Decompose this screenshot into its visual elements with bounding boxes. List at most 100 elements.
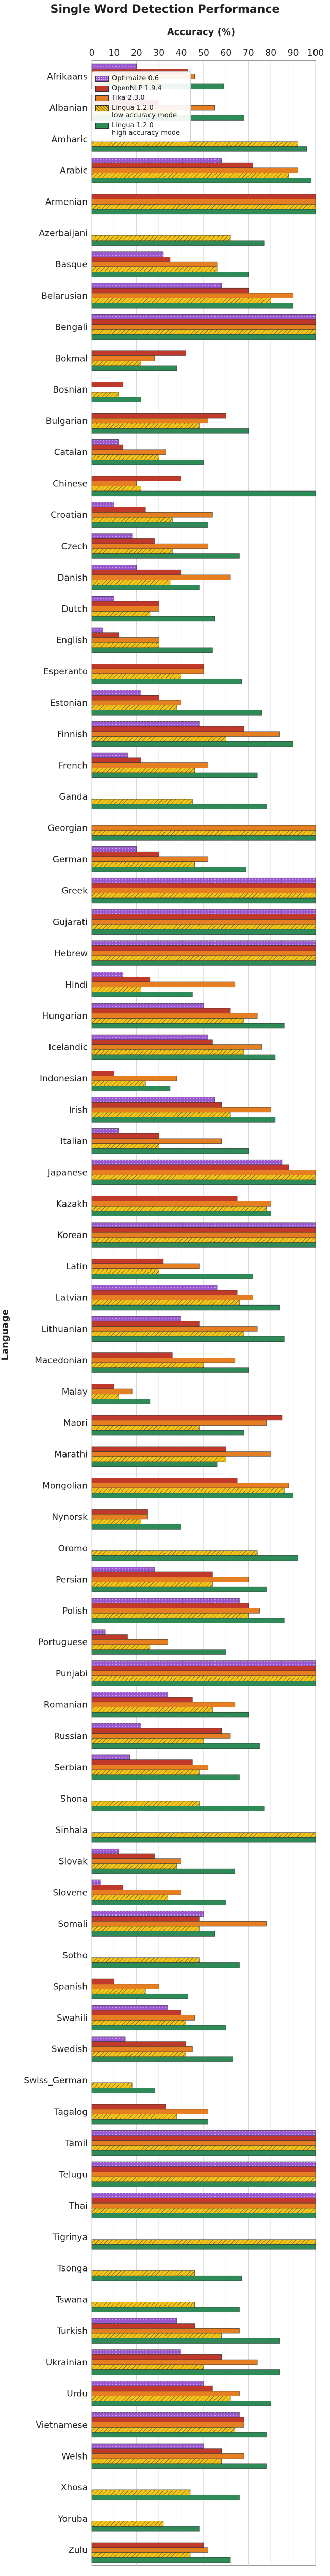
bar [91,2401,271,2406]
y-tick-label: Armenian [45,197,88,207]
bar-hatch [92,1456,226,1462]
bar-hatch [92,1519,141,1524]
legend-swatch [95,86,109,92]
bar-hatch [92,909,316,914]
bar [91,2275,242,2281]
bar [91,825,316,831]
y-tick-label: Bokmal [55,353,88,364]
bar-hatch [92,141,298,147]
bar-hatch [92,2381,204,2386]
bar-hatch [92,1035,208,1040]
bar [91,1666,316,1671]
legend-swatch [95,95,109,101]
bar [91,1274,253,1279]
y-tick-label: Lithuanian [41,1324,88,1334]
chart-title: Single Word Detection Performance [50,3,280,16]
bar [91,1837,316,1843]
bar [91,695,159,701]
bar [91,2557,231,2563]
y-tick-label: Somali [58,1919,88,1929]
bar-hatch [92,1957,200,1963]
y-tick-label: Tswana [55,2295,88,2305]
y-tick-label: Vietnamese [36,2420,88,2431]
bar [91,757,141,763]
legend-item: Lingua 1.2.0 low accuracy mode [95,104,187,120]
bar [91,632,119,638]
bar [91,1618,285,1623]
bar-hatch [92,2145,316,2151]
bar-hatch [92,1598,240,1603]
bar [91,668,204,674]
bar-hatch [92,1754,130,1760]
legend-item: Lingua 1.2.0 high accuracy mode [95,122,187,137]
bar [91,1608,260,1614]
bar [91,950,316,956]
y-tick-label: Gujarati [53,917,88,927]
y-tick-label: Czech [61,541,88,552]
bar [91,1384,114,1389]
bar-hatch [92,611,150,617]
bar [91,569,182,575]
bar-hatch [92,721,200,727]
y-tick-label: Hebrew [54,948,88,959]
bar [91,1071,114,1076]
legend-item: OpenNLP 1.9.4 [95,84,187,92]
bar [91,553,240,559]
bar [91,1514,148,1520]
bar-hatch [92,1206,267,1211]
bar-hatch [92,2005,168,2010]
y-tick-label: Nynorsk [52,1512,88,1522]
y-tick-label: Irish [69,1105,88,1115]
bar [91,1054,276,1060]
bar-hatch [92,753,128,758]
bar-hatch [92,642,159,648]
bar [91,1295,253,1300]
y-tick-label: French [58,760,88,771]
bar [91,1201,271,1207]
bar-hatch [92,1880,101,1885]
bar [91,1102,222,1108]
bar [91,1258,164,1264]
bar [91,1478,238,1483]
y-tick-label: Telugu [59,2170,88,2180]
bar [91,1023,285,1029]
bar [91,1133,159,1139]
bar-hatch [92,972,123,977]
legend-item: Optimaize 0.6 [95,75,187,82]
bar [91,2150,316,2156]
y-tick-label: Welsh [61,2451,88,2462]
bar [91,1044,262,1050]
bar-hatch [92,2114,177,2120]
bar [91,2307,240,2313]
bar [91,1232,316,1238]
bar-hatch [92,1895,168,1900]
bar-hatch [92,1049,244,1055]
y-tick-label: Mongolian [42,1481,88,1491]
bar-hatch [92,2052,186,2057]
y-tick-label: Latin [66,1262,88,1272]
bar [91,2432,267,2438]
y-tick-label: Korean [57,1230,88,1241]
bar-hatch [92,1723,141,1728]
bar [91,413,226,419]
y-tick-label: Tagalog [54,2107,88,2117]
bar [91,303,293,309]
bar [91,945,316,951]
bar-hatch [92,2318,177,2324]
bar [91,538,155,544]
bar [91,1681,316,1686]
y-tick-label: Sinhala [55,1825,88,1836]
bar-hatch [92,423,200,429]
bar [91,1858,182,1864]
bar-hatch [92,2082,133,2088]
y-tick-label: Slovak [59,1857,88,1867]
x-tick-label: 50 [198,48,209,58]
bar-hatch [92,1394,119,1399]
bar-hatch [92,565,137,570]
bar [91,397,141,402]
y-tick-label: Ganda [59,792,88,802]
bar-hatch [92,1849,119,1854]
bar [91,1179,316,1185]
bar [91,2369,280,2375]
y-tick-label: Tigrinya [52,2232,88,2243]
